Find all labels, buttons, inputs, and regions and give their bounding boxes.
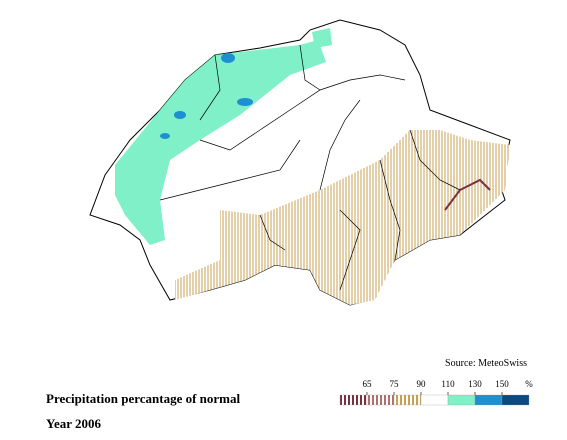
wet-region-ne bbox=[312, 28, 332, 48]
legend-swatch bbox=[420, 394, 449, 406]
subtitle: Year 2006 bbox=[46, 416, 102, 431]
very-dry-spot bbox=[444, 178, 491, 211]
legend-tick-label: 110 bbox=[441, 379, 455, 389]
legend-tick-label: 75 bbox=[390, 379, 400, 389]
legend-swatch bbox=[501, 394, 530, 406]
wet-region bbox=[115, 40, 326, 245]
legend-swatch bbox=[393, 394, 422, 406]
legend-tick-label: 150 bbox=[495, 379, 509, 389]
legend-tick-label: 90 bbox=[417, 379, 427, 389]
legend-swatch bbox=[366, 394, 395, 406]
legend-tick-label: 65 bbox=[363, 379, 373, 389]
very-wet-spot bbox=[160, 133, 170, 139]
dry-region bbox=[175, 130, 510, 305]
legend-swatch bbox=[474, 394, 503, 406]
legend-tick-label: 130 bbox=[468, 379, 482, 389]
map bbox=[89, 19, 511, 306]
legend-swatch bbox=[447, 394, 476, 406]
title: Precipitation percantage of normal bbox=[46, 391, 241, 406]
legend-unit: % bbox=[525, 379, 533, 389]
very-wet-spot bbox=[221, 53, 235, 63]
borders bbox=[159, 44, 461, 291]
very-wet-spot bbox=[237, 98, 253, 106]
very-wet-spot bbox=[174, 111, 186, 119]
source: Source: MeteoSwiss bbox=[445, 358, 527, 369]
legend-swatch bbox=[339, 394, 368, 406]
legend: 65 75 90 110 130 150% bbox=[339, 379, 533, 406]
